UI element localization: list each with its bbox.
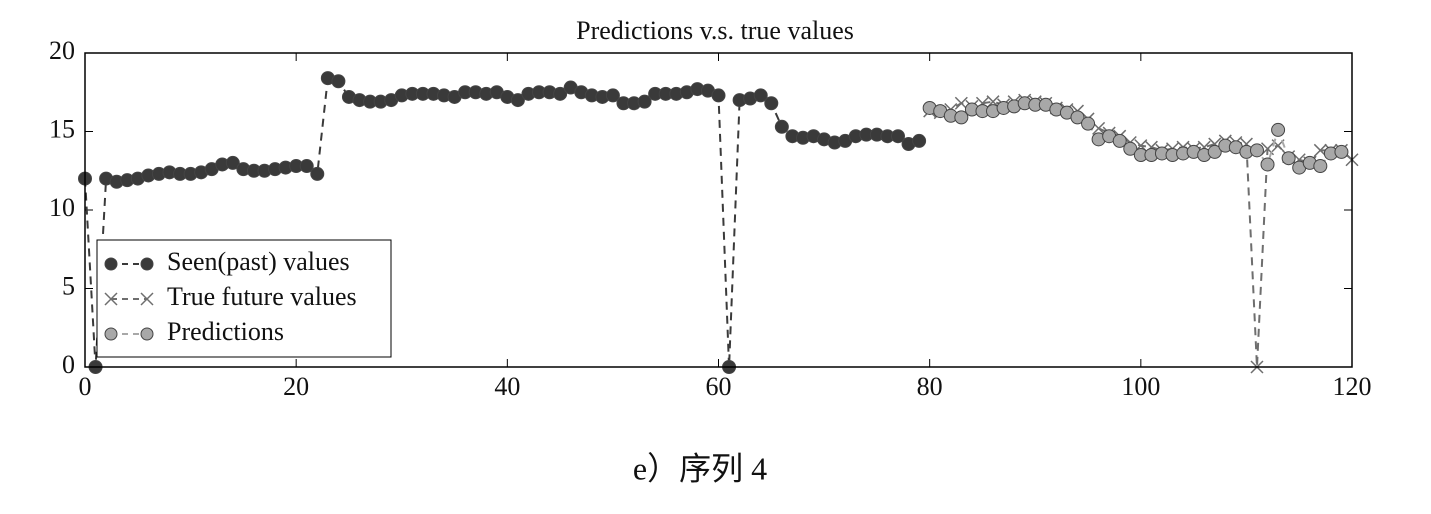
marker [1313, 159, 1328, 174]
marker [104, 292, 118, 306]
marker [605, 88, 620, 103]
y-tick-label: 15 [49, 114, 75, 143]
caption: e）序列 4 [633, 450, 767, 486]
marker [1271, 122, 1286, 137]
marker [140, 257, 154, 271]
plot-frame [84, 52, 1353, 368]
marker [510, 93, 525, 108]
marker [225, 155, 240, 170]
marker [1249, 143, 1264, 158]
marker [1334, 144, 1349, 159]
marker [711, 88, 726, 103]
marker [310, 166, 325, 181]
y-tick-label: 5 [62, 271, 75, 300]
series-line [929, 99, 1353, 368]
legend-label: Predictions [167, 317, 284, 346]
marker [1123, 141, 1138, 156]
x-tick-label: 80 [917, 372, 943, 401]
marker [774, 119, 789, 134]
marker [331, 74, 346, 89]
marker [1070, 110, 1085, 125]
x-tick-label: 40 [494, 372, 520, 401]
x-tick-label: 60 [706, 372, 732, 401]
y-tick-label: 0 [62, 350, 75, 379]
y-tick-label: 20 [49, 36, 75, 65]
marker [890, 129, 905, 144]
marker [299, 159, 314, 174]
marker [912, 133, 927, 148]
marker [1081, 116, 1096, 131]
marker [753, 88, 768, 103]
x-tick-label: 100 [1121, 372, 1160, 401]
legend: Seen(past) values True future values Predi… [96, 239, 392, 358]
x-tick-label: 20 [283, 372, 309, 401]
marker [954, 110, 969, 125]
marker [553, 86, 568, 101]
marker [140, 292, 154, 306]
marker [104, 327, 118, 341]
legend-label: Seen(past) values [167, 247, 350, 276]
y-tick-label: 10 [49, 193, 75, 222]
marker [140, 327, 154, 341]
marker [1207, 144, 1222, 159]
chart-title: Predictions v.s. true values [576, 16, 854, 45]
marker [1281, 151, 1296, 166]
x-tick-label: 120 [1333, 372, 1372, 401]
marker [764, 96, 779, 111]
marker [1260, 157, 1275, 172]
x-tick-label: 0 [79, 372, 92, 401]
legend-label: True future values [167, 282, 357, 311]
marker [637, 94, 652, 109]
marker [104, 257, 118, 271]
marker [1112, 133, 1127, 148]
